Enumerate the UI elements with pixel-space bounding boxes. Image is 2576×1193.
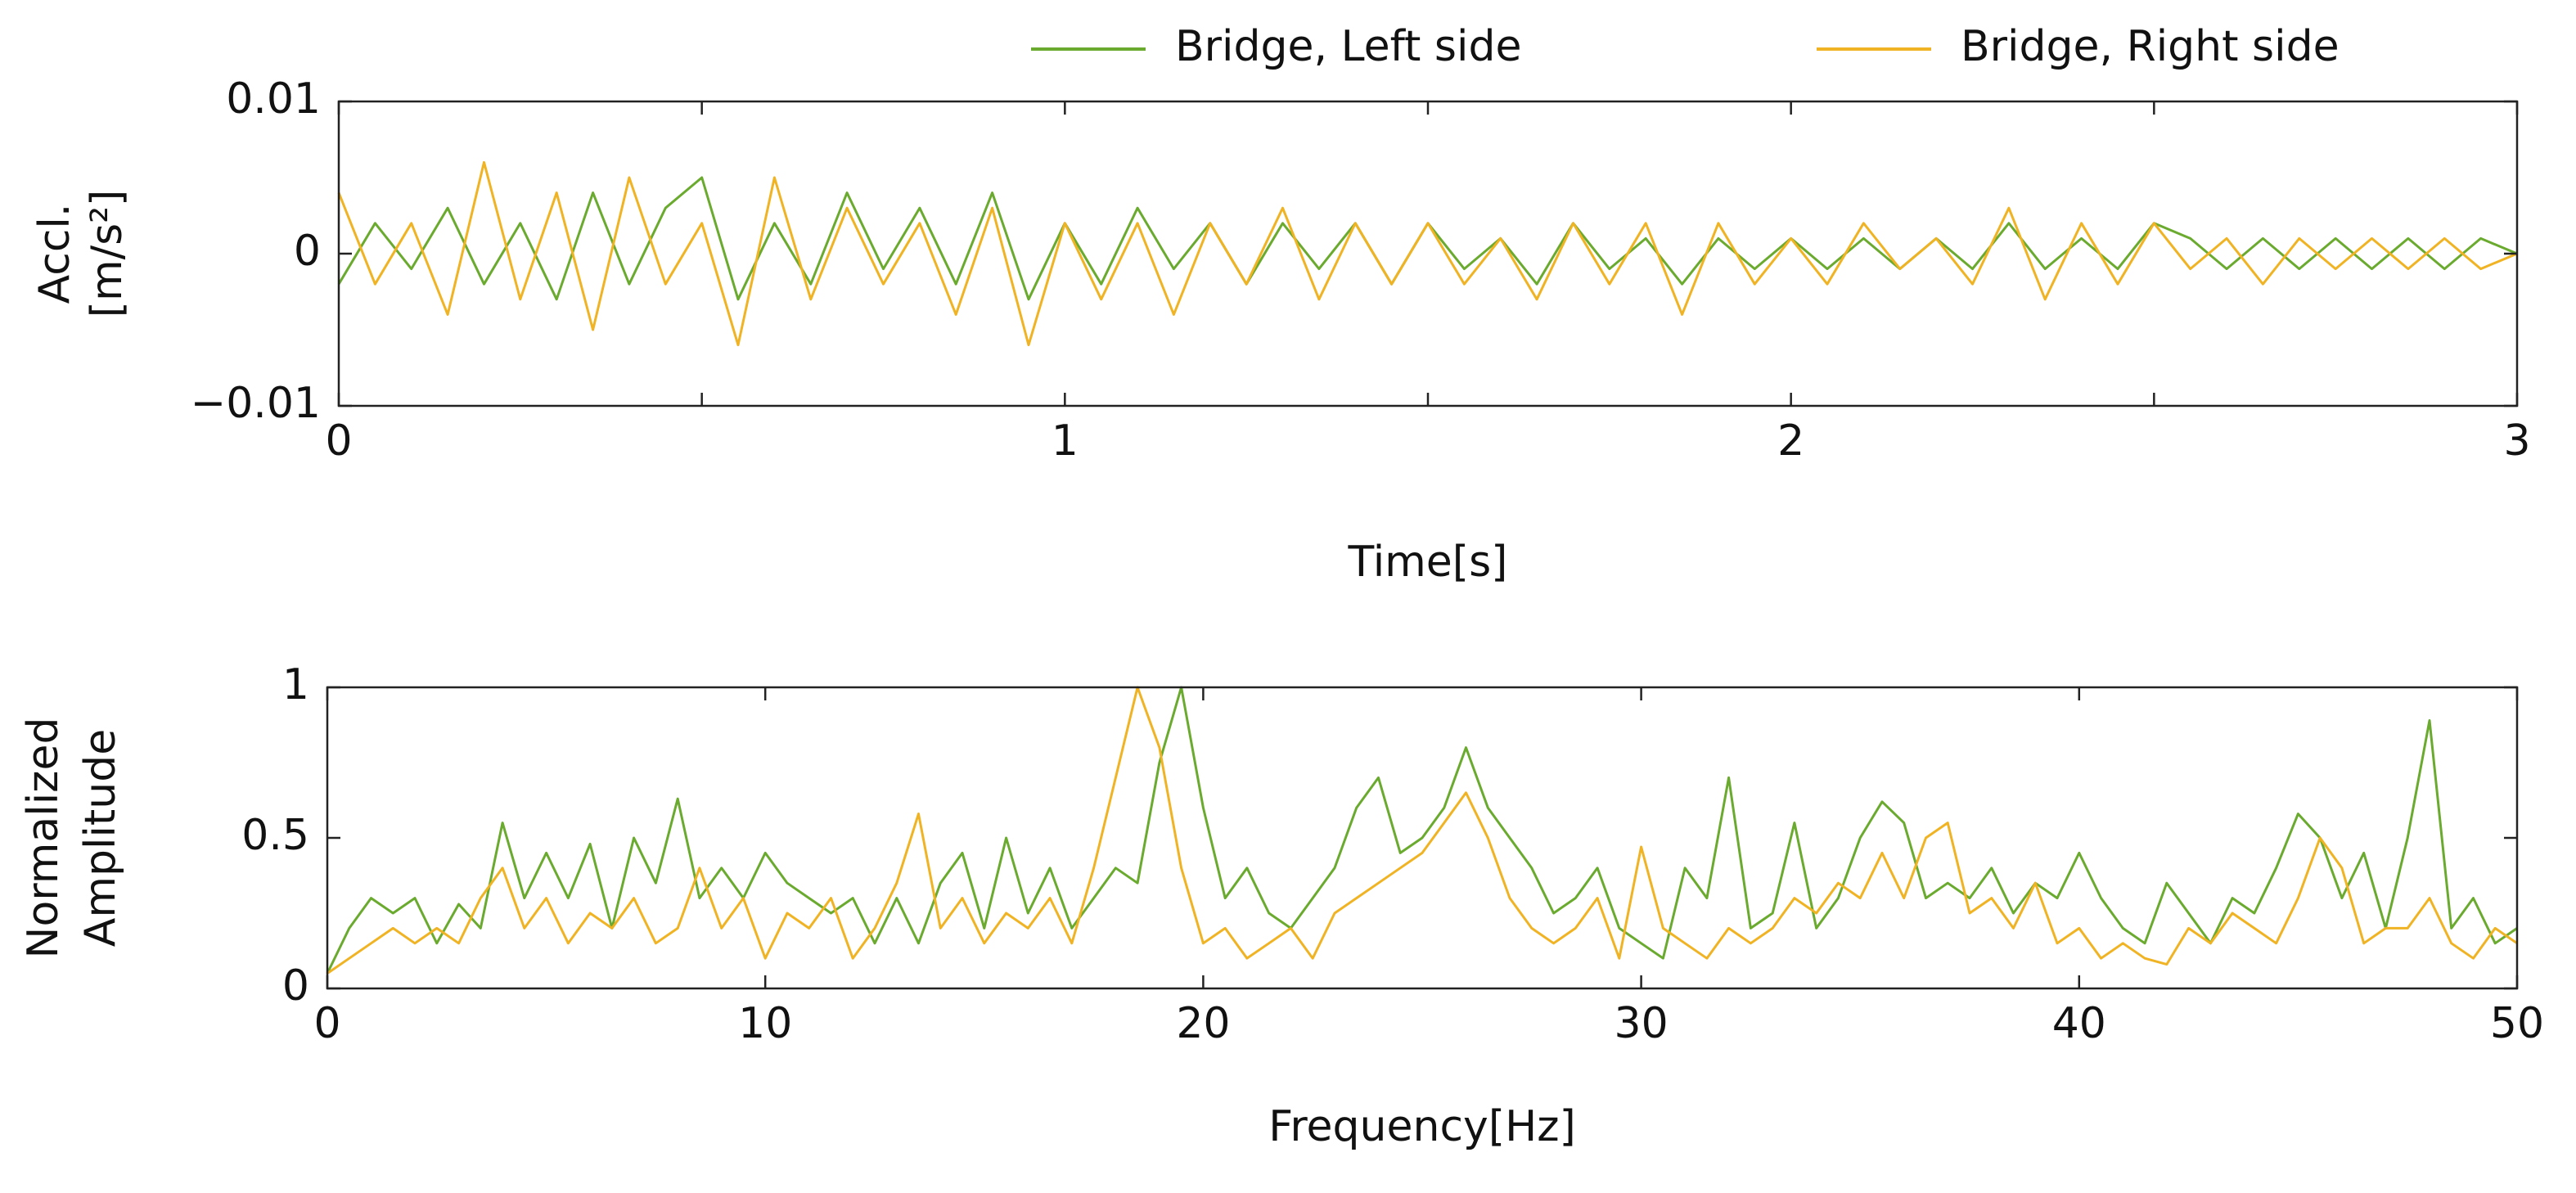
x-tick-label: 30 <box>1615 999 1669 1048</box>
y-tick-label: 0.5 <box>241 811 309 860</box>
x-tick-label: 0 <box>325 416 352 466</box>
x-tick-label: 2 <box>1777 416 1804 466</box>
x-tick-label: 10 <box>738 999 792 1048</box>
data-line <box>327 686 2518 975</box>
x-axis-label: Frequency[Hz] <box>1268 1102 1576 1151</box>
x-tick-label: 1 <box>1052 416 1079 466</box>
y-tick-label: 1 <box>282 660 309 709</box>
x-axis-label: Time[s] <box>1348 538 1508 587</box>
plot-frame <box>337 100 2519 407</box>
y-tick-label: 0 <box>282 961 309 1011</box>
y-axis-label: [m/s²] <box>83 190 132 318</box>
y-axis-label: Amplitude <box>76 729 125 947</box>
y-tick-label: 0.01 <box>226 74 321 124</box>
legend-label: Bridge, Left side <box>1175 22 1521 71</box>
y-tick-label: 0 <box>294 227 321 276</box>
x-tick-label: 0 <box>313 999 340 1048</box>
y-tick-label: −0.01 <box>191 379 321 428</box>
data-line <box>337 160 2518 347</box>
x-tick-label: 20 <box>1176 999 1230 1048</box>
x-tick-label: 40 <box>2052 999 2106 1048</box>
data-line <box>326 686 2518 975</box>
y-axis-label: Accl. <box>30 204 79 304</box>
x-tick-label: 50 <box>2490 999 2544 1048</box>
x-tick-label: 3 <box>2503 416 2530 466</box>
legend-label: Bridge, Right side <box>1961 22 2340 71</box>
y-axis-label: Normalized <box>19 718 68 959</box>
